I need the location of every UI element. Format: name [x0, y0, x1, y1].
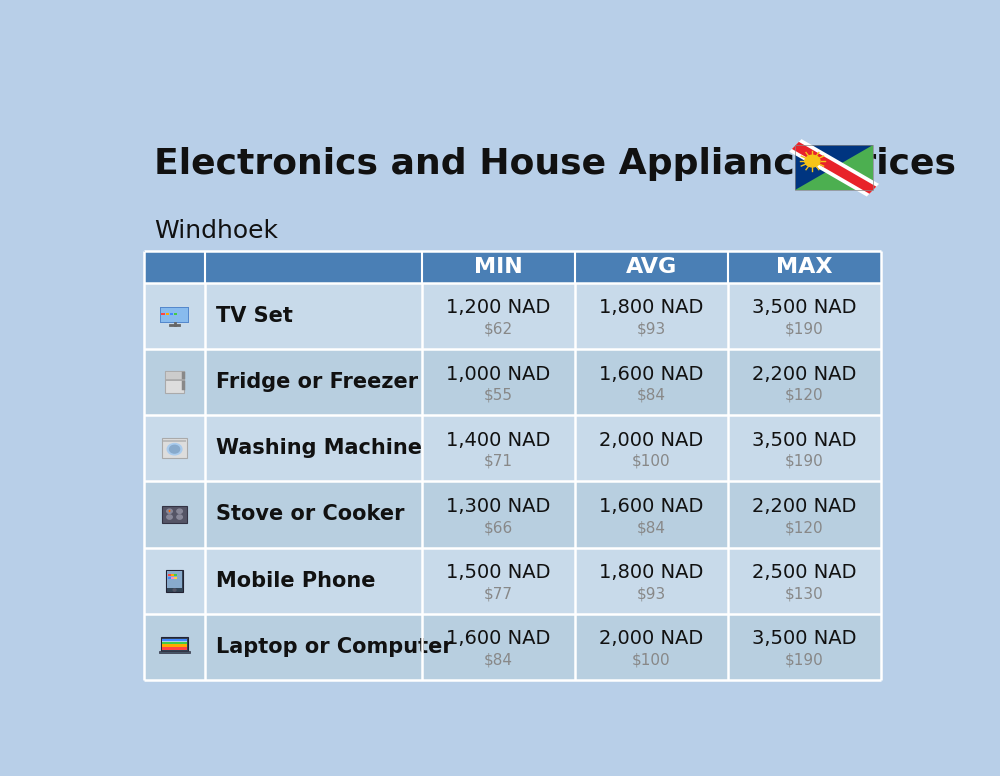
- FancyBboxPatch shape: [162, 644, 187, 647]
- Text: $190: $190: [785, 321, 824, 337]
- FancyBboxPatch shape: [162, 642, 187, 644]
- Text: 2,500 NAD: 2,500 NAD: [752, 563, 856, 582]
- FancyBboxPatch shape: [162, 438, 187, 458]
- Text: AVG: AVG: [626, 257, 677, 277]
- Text: Washing Machine: Washing Machine: [216, 438, 422, 458]
- Text: 1,200 NAD: 1,200 NAD: [446, 299, 551, 317]
- Text: $71: $71: [484, 454, 513, 469]
- Text: $190: $190: [785, 454, 824, 469]
- Text: 2,200 NAD: 2,200 NAD: [752, 497, 856, 516]
- Text: 1,300 NAD: 1,300 NAD: [446, 497, 551, 516]
- Text: 3,500 NAD: 3,500 NAD: [752, 629, 856, 648]
- FancyBboxPatch shape: [159, 651, 190, 653]
- Text: $100: $100: [632, 653, 671, 667]
- FancyBboxPatch shape: [162, 639, 187, 650]
- Text: $66: $66: [484, 520, 513, 535]
- Text: 1,000 NAD: 1,000 NAD: [446, 365, 551, 383]
- FancyBboxPatch shape: [162, 639, 187, 642]
- FancyBboxPatch shape: [165, 372, 184, 393]
- Text: MIN: MIN: [474, 257, 523, 277]
- Text: 2,200 NAD: 2,200 NAD: [752, 365, 856, 383]
- FancyBboxPatch shape: [170, 313, 173, 316]
- Text: $84: $84: [637, 388, 666, 403]
- FancyBboxPatch shape: [165, 372, 184, 380]
- Text: 3,500 NAD: 3,500 NAD: [752, 431, 856, 450]
- Text: $84: $84: [637, 520, 666, 535]
- FancyBboxPatch shape: [144, 614, 881, 680]
- Text: Mobile Phone: Mobile Phone: [216, 570, 375, 591]
- FancyBboxPatch shape: [144, 415, 881, 481]
- FancyBboxPatch shape: [174, 577, 177, 579]
- FancyBboxPatch shape: [168, 574, 171, 577]
- Text: MAX: MAX: [776, 257, 832, 277]
- Circle shape: [805, 155, 820, 167]
- Text: Laptop or Computer: Laptop or Computer: [216, 637, 452, 656]
- Polygon shape: [789, 139, 879, 196]
- FancyBboxPatch shape: [144, 251, 881, 282]
- FancyBboxPatch shape: [174, 574, 177, 577]
- FancyBboxPatch shape: [144, 282, 881, 349]
- Circle shape: [170, 445, 180, 453]
- Text: 1,600 NAD: 1,600 NAD: [599, 497, 703, 516]
- Text: $84: $84: [484, 653, 513, 667]
- FancyBboxPatch shape: [166, 313, 169, 316]
- Text: Electronics and House Appliance Prices: Electronics and House Appliance Prices: [154, 147, 956, 181]
- Text: 2,000 NAD: 2,000 NAD: [599, 431, 703, 450]
- Text: 3,500 NAD: 3,500 NAD: [752, 299, 856, 317]
- Text: $190: $190: [785, 653, 824, 667]
- Circle shape: [177, 509, 182, 514]
- Circle shape: [167, 444, 182, 455]
- Text: $130: $130: [785, 587, 824, 601]
- Circle shape: [177, 515, 182, 519]
- FancyBboxPatch shape: [144, 481, 881, 548]
- Text: $100: $100: [632, 454, 671, 469]
- Text: $120: $120: [785, 388, 823, 403]
- FancyBboxPatch shape: [162, 505, 187, 523]
- Text: 1,800 NAD: 1,800 NAD: [599, 299, 703, 317]
- FancyBboxPatch shape: [144, 349, 881, 415]
- Text: $93: $93: [637, 587, 666, 601]
- Text: $77: $77: [484, 587, 513, 601]
- Circle shape: [173, 589, 176, 591]
- FancyBboxPatch shape: [174, 313, 177, 316]
- Polygon shape: [795, 145, 873, 190]
- Text: 1,400 NAD: 1,400 NAD: [446, 431, 551, 450]
- FancyBboxPatch shape: [167, 571, 182, 588]
- FancyBboxPatch shape: [795, 145, 873, 190]
- Polygon shape: [168, 510, 171, 512]
- Text: 1,600 NAD: 1,600 NAD: [446, 629, 551, 648]
- Text: 1,500 NAD: 1,500 NAD: [446, 563, 551, 582]
- FancyBboxPatch shape: [171, 574, 174, 577]
- FancyBboxPatch shape: [163, 440, 186, 442]
- Polygon shape: [792, 142, 876, 194]
- FancyBboxPatch shape: [162, 647, 187, 650]
- FancyBboxPatch shape: [161, 637, 188, 651]
- FancyBboxPatch shape: [171, 577, 174, 579]
- Circle shape: [167, 509, 172, 514]
- FancyBboxPatch shape: [144, 548, 881, 614]
- Circle shape: [167, 515, 172, 519]
- Text: Stove or Cooker: Stove or Cooker: [216, 504, 404, 525]
- FancyBboxPatch shape: [160, 307, 189, 324]
- Text: $62: $62: [484, 321, 513, 337]
- Text: TV Set: TV Set: [216, 306, 292, 326]
- Text: $55: $55: [484, 388, 513, 403]
- FancyBboxPatch shape: [168, 577, 171, 579]
- Text: 1,600 NAD: 1,600 NAD: [599, 365, 703, 383]
- Text: $120: $120: [785, 520, 823, 535]
- Text: Windhoek: Windhoek: [154, 219, 278, 243]
- FancyBboxPatch shape: [166, 570, 183, 591]
- Text: 1,800 NAD: 1,800 NAD: [599, 563, 703, 582]
- Text: Fridge or Freezer: Fridge or Freezer: [216, 372, 418, 392]
- Text: $93: $93: [637, 321, 666, 337]
- FancyBboxPatch shape: [161, 309, 188, 322]
- FancyBboxPatch shape: [161, 313, 165, 316]
- Text: 2,000 NAD: 2,000 NAD: [599, 629, 703, 648]
